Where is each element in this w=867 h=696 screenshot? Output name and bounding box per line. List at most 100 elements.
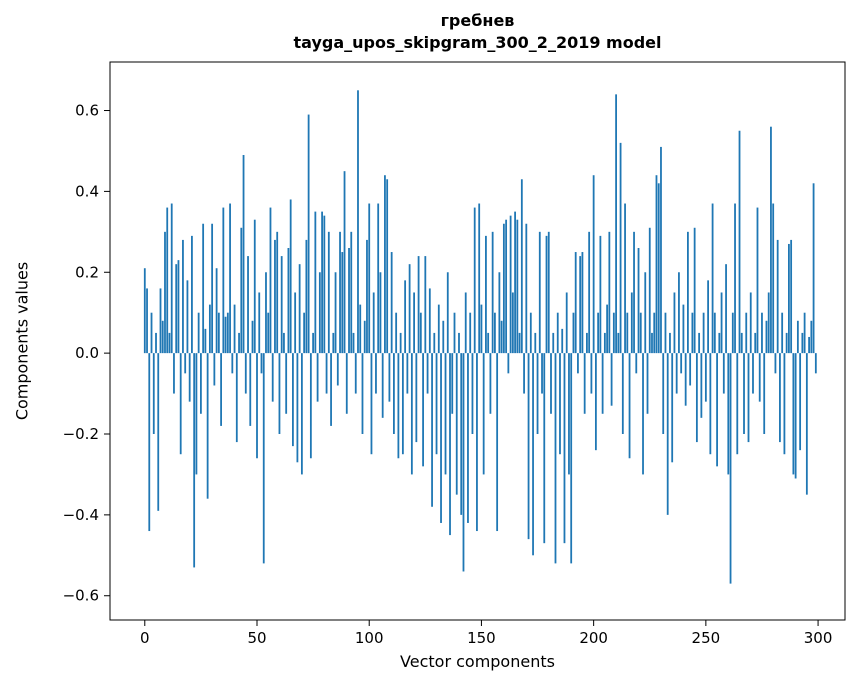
bar	[325, 353, 328, 394]
bar	[502, 223, 505, 354]
bar	[155, 332, 157, 354]
bar	[384, 175, 386, 354]
bar	[289, 199, 292, 354]
bar	[406, 353, 409, 394]
bar	[770, 126, 772, 354]
bar	[525, 223, 528, 354]
plot-spines	[109, 61, 846, 621]
bar	[788, 243, 790, 354]
bar	[678, 272, 680, 354]
bar	[390, 252, 393, 354]
bar	[175, 264, 178, 354]
bar	[518, 332, 521, 354]
bar	[321, 211, 323, 354]
bar	[547, 231, 550, 354]
bar	[478, 203, 481, 354]
bar	[635, 353, 638, 374]
bar	[599, 235, 602, 354]
bar	[554, 353, 557, 564]
bar	[285, 353, 288, 414]
bar	[238, 332, 240, 354]
bar	[653, 312, 656, 354]
bar	[467, 353, 469, 523]
bar	[796, 320, 799, 354]
bar	[781, 312, 784, 354]
bar	[651, 332, 653, 354]
bar	[348, 248, 350, 354]
bar	[280, 256, 283, 354]
bar	[152, 353, 155, 434]
bar	[496, 353, 499, 532]
bar	[462, 353, 465, 572]
bar	[195, 353, 198, 475]
bar	[193, 353, 196, 568]
bar	[648, 227, 651, 354]
bar	[718, 332, 721, 354]
bar	[693, 227, 696, 354]
bar	[226, 312, 229, 354]
bar	[568, 353, 570, 475]
bar	[541, 353, 543, 394]
bar	[202, 223, 205, 354]
bar	[536, 353, 539, 434]
bar	[808, 336, 810, 354]
bar	[314, 211, 317, 354]
bar	[469, 312, 472, 354]
bar	[256, 353, 258, 459]
bar	[725, 264, 727, 354]
bar	[529, 312, 532, 354]
bar	[417, 256, 420, 354]
bar	[812, 183, 815, 354]
bar	[754, 332, 757, 354]
bar	[799, 353, 802, 451]
y-tick-label: −0.4	[63, 506, 99, 524]
bar	[543, 353, 546, 544]
bar	[476, 353, 478, 532]
bar	[752, 353, 754, 394]
bar	[217, 312, 220, 354]
bar	[532, 353, 534, 556]
bar	[507, 353, 510, 374]
bar	[334, 272, 337, 354]
bar	[179, 353, 182, 455]
bar	[458, 332, 460, 354]
bar	[451, 353, 454, 414]
bar	[772, 203, 775, 354]
bar	[352, 332, 355, 354]
bar	[608, 231, 611, 354]
bar	[453, 312, 456, 354]
bar	[662, 353, 665, 434]
bar	[610, 353, 613, 406]
bar	[637, 248, 640, 354]
bar	[287, 248, 290, 354]
bar	[220, 353, 222, 426]
bar	[164, 231, 166, 354]
bar	[276, 231, 279, 354]
bar	[666, 353, 669, 515]
x-tick-label: 250	[692, 629, 721, 647]
bar	[574, 252, 577, 354]
bar	[375, 353, 377, 394]
bar	[269, 207, 272, 354]
bar	[709, 353, 712, 455]
bar	[377, 203, 380, 354]
bar	[639, 312, 642, 354]
bar	[357, 90, 359, 354]
bar	[300, 353, 303, 475]
bar	[687, 231, 689, 354]
bar	[586, 332, 588, 354]
bar	[552, 332, 555, 354]
bar	[303, 312, 306, 354]
bar	[233, 304, 236, 354]
bar	[565, 292, 568, 354]
bar	[339, 231, 341, 354]
bar	[624, 203, 626, 354]
x-axis-label: Vector components	[400, 652, 555, 671]
bar	[312, 332, 315, 354]
bar	[597, 312, 600, 354]
bar	[200, 353, 202, 414]
bar	[208, 304, 211, 354]
bar	[545, 235, 548, 354]
bar	[188, 353, 191, 402]
